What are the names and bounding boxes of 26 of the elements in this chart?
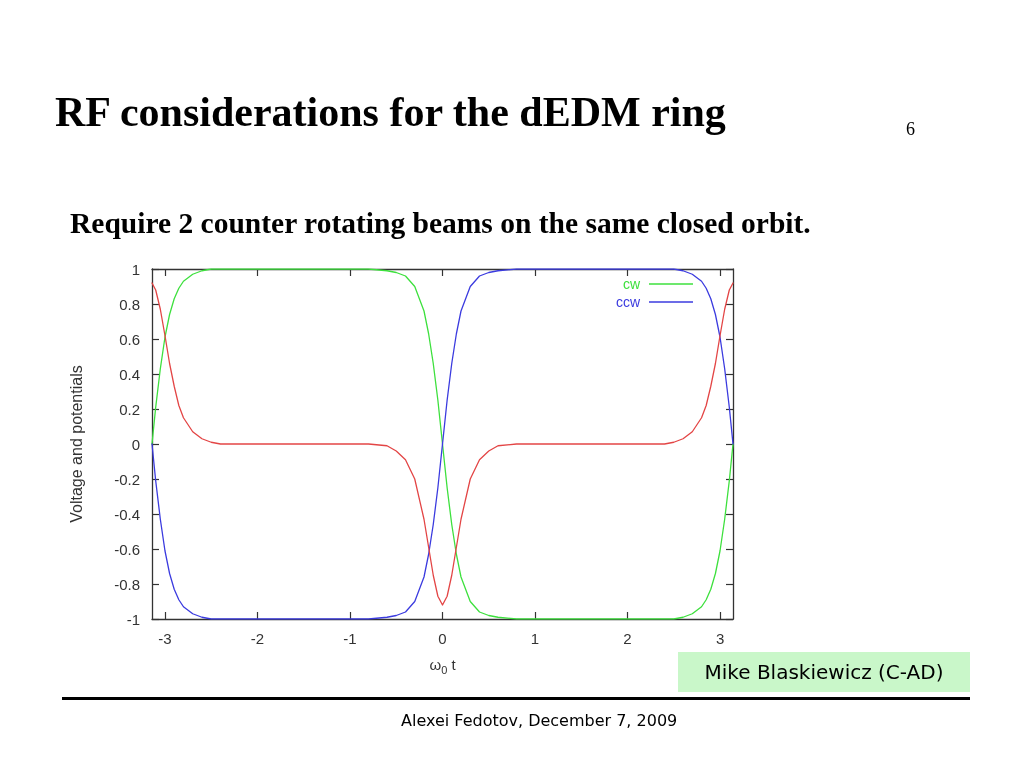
- text: 6: [906, 118, 915, 140]
- x-tick-label: 0: [438, 630, 447, 647]
- x-tick-label: 3: [715, 630, 725, 647]
- y-tick-label: 0.6: [119, 330, 140, 348]
- y-tick-label: 0: [131, 435, 140, 453]
- y-tick-label: -0.4: [114, 505, 140, 523]
- x-tick-label: 2: [623, 630, 632, 647]
- y-tick-label: -1: [126, 610, 140, 628]
- y-tick-label: 0.8: [119, 295, 140, 313]
- x-tick-label: 1: [530, 630, 540, 647]
- y-tick-label: 0.2: [119, 400, 140, 418]
- y-axis-title: Voltage and potentials: [67, 365, 85, 523]
- y-tick-label: -0.2: [114, 470, 140, 488]
- x-tick-label: -2: [250, 630, 265, 647]
- x-tick-label: -1: [343, 630, 357, 647]
- text: Mike Blaskiewicz (C-AD): [678, 652, 970, 692]
- x-tick-label: -3: [158, 630, 172, 647]
- chart-title: RF considerations for the dEDM ring: [55, 88, 726, 136]
- chart-subtitle: Require 2 counter rotating beams on the same closed orbit.: [70, 206, 811, 240]
- y-tick-label: -0.8: [114, 575, 140, 593]
- text: Alexei Fedotov, December 7, 2009: [401, 710, 678, 732]
- legend-label: ccw: [615, 294, 641, 310]
- y-tick-label: 0.4: [119, 365, 140, 383]
- y-tick-label: -0.6: [114, 540, 140, 558]
- y-tick-label: 1: [131, 260, 140, 278]
- legend-label: cw: [622, 276, 641, 292]
